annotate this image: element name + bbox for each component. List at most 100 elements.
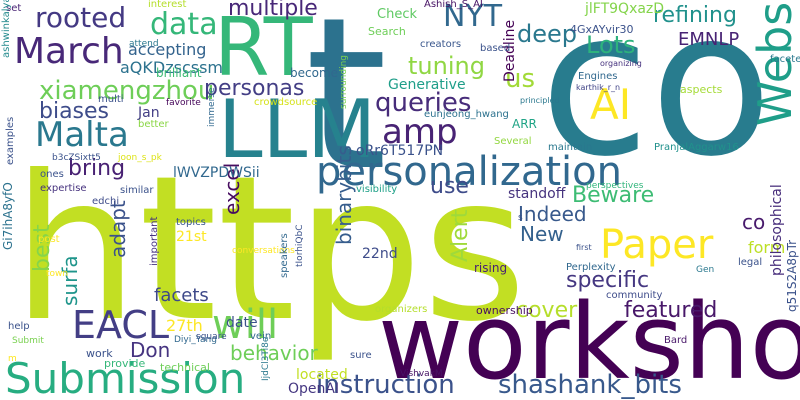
- word-co-2: co: [742, 210, 766, 234]
- word-Indeed: Indeed: [518, 202, 587, 226]
- word-ARR: ARR: [512, 117, 537, 131]
- word-IjdCl3Ti8e: IjdCl3Ti8e: [261, 336, 271, 381]
- word-27th: 27th: [166, 316, 203, 335]
- word-organizers: organizers: [375, 304, 428, 315]
- word-ones: ones: [40, 169, 64, 180]
- word-philosophical: philosophical: [769, 184, 785, 276]
- word-featured: featured: [624, 298, 718, 323]
- word-Search: Search: [368, 25, 406, 38]
- word-bring: bring: [68, 156, 126, 181]
- word-shashank_bits: shashank_bits: [498, 370, 682, 400]
- word-conversations: conversations: [232, 246, 295, 256]
- word-help: help: [8, 321, 30, 332]
- word-better: better: [138, 119, 169, 130]
- word-cover: cover: [516, 298, 578, 323]
- word-lWVZPDWSii: lWVZPDWSii: [173, 165, 260, 181]
- word-Lots: Lots: [586, 31, 636, 59]
- word-tuning: tuning: [408, 52, 485, 80]
- word-Gi7ihA8yfO: Gi7ihA8yfO: [1, 182, 15, 250]
- word-first: first: [576, 243, 592, 252]
- word-Don: Don: [130, 338, 171, 362]
- word-surfa: surfa: [58, 255, 82, 306]
- word-principled: principled: [520, 96, 560, 105]
- word-located: located: [296, 367, 348, 383]
- word-similar: similar: [120, 185, 154, 196]
- word-Diyi_Yang: Diyi_Yang: [174, 335, 217, 345]
- word-interest: interest: [148, 0, 187, 10]
- word-PranjalAggarw16: PranjalAggarw16: [654, 142, 739, 153]
- word-NYT: NYT: [443, 0, 503, 34]
- word-22nd: 22nd: [362, 246, 398, 262]
- word-Alert: Alert: [448, 209, 473, 262]
- word-will: will: [212, 302, 279, 348]
- word-set: set: [6, 3, 22, 14]
- word-surrounding: surrounding: [339, 55, 349, 109]
- word-best: best: [30, 224, 55, 272]
- word-favorite: favorite: [166, 98, 201, 108]
- word-perspectives: perspectives: [586, 181, 644, 191]
- word-Beware: Beware: [572, 183, 655, 208]
- word-t: t: [305, 0, 388, 217]
- word-4GxAYvir30: 4GxAYvir30: [570, 23, 634, 36]
- word-OpenAI: OpenAI: [288, 381, 340, 397]
- word-edchi: edchi: [92, 196, 120, 207]
- word-speakers: speakers: [279, 233, 290, 278]
- word-use: use: [430, 174, 469, 199]
- word-standoff: standoff: [508, 186, 566, 202]
- word-Submit: Submit: [12, 336, 44, 346]
- word-visibility: visibility: [356, 184, 398, 195]
- word-become: become: [290, 66, 339, 80]
- word-aQKDzscssm: aQKDzscssm: [120, 58, 223, 77]
- word-organizing: organizing: [600, 59, 642, 68]
- word-adapt: adapt: [106, 200, 130, 258]
- word-personalization: personalization: [316, 149, 622, 195]
- word-Check: Check: [377, 7, 417, 22]
- word-jlFT9QxazD: jlFT9QxazD: [585, 1, 665, 17]
- word-multi: multi: [98, 94, 124, 105]
- word-rooted: rooted: [35, 1, 127, 34]
- word-RT: RT: [214, 1, 313, 94]
- word-multiple: multiple: [228, 0, 318, 21]
- word-Malta: Malta: [35, 115, 129, 155]
- word-crowdsource: crowdsource: [254, 97, 318, 108]
- word-workshop: workshop: [378, 281, 800, 400]
- word-town: town: [46, 269, 69, 279]
- word-sure: sure: [350, 350, 372, 361]
- word-ashwinkalyan7: ashwinkalyan7: [1, 0, 12, 58]
- word-accepting: accepting: [128, 40, 207, 59]
- word-amp: amp: [382, 112, 458, 152]
- word-creators: creators: [420, 39, 462, 50]
- word-joon_s_pk: joon_s_pk: [118, 153, 162, 163]
- word-oRr6T517PN: oRr6T517PN: [356, 143, 444, 159]
- word-work: work: [86, 347, 113, 360]
- word-refining: refining: [653, 3, 737, 28]
- word-form: form: [748, 238, 786, 257]
- word-Gen: Gen: [696, 265, 715, 275]
- word-VishvakM: VishvakM: [400, 369, 443, 379]
- word-Generative: Generative: [388, 77, 466, 93]
- word-data: data: [150, 7, 218, 42]
- word-examples: examples: [5, 116, 16, 165]
- word-expertise: expertise: [40, 183, 87, 194]
- word-specific: specific: [566, 268, 650, 293]
- word-tIorhiQbC: tIorhiQbC: [295, 224, 305, 267]
- word-us: us: [505, 64, 536, 94]
- word-based: based: [480, 43, 511, 54]
- word-New: New: [520, 222, 564, 246]
- word-brilliant: brilliant: [156, 66, 202, 80]
- word-Paper: Paper: [600, 222, 714, 268]
- word-biases: biases: [39, 99, 110, 124]
- word-vein: vein: [250, 331, 272, 342]
- word-queries: queries: [375, 88, 472, 118]
- word-faceted: faceted: [770, 54, 800, 65]
- word-AI: AI: [590, 80, 632, 129]
- word-Jan: Jan: [138, 105, 160, 121]
- word-Bard: Bard: [664, 335, 688, 346]
- word-Submission: Submission: [5, 354, 246, 400]
- word-post: post: [38, 234, 60, 245]
- word-Engines: Engines: [578, 71, 618, 82]
- word-maintain: maintain: [548, 142, 593, 153]
- word-binarybits: binarybits: [332, 145, 356, 245]
- word-important: important: [149, 216, 160, 266]
